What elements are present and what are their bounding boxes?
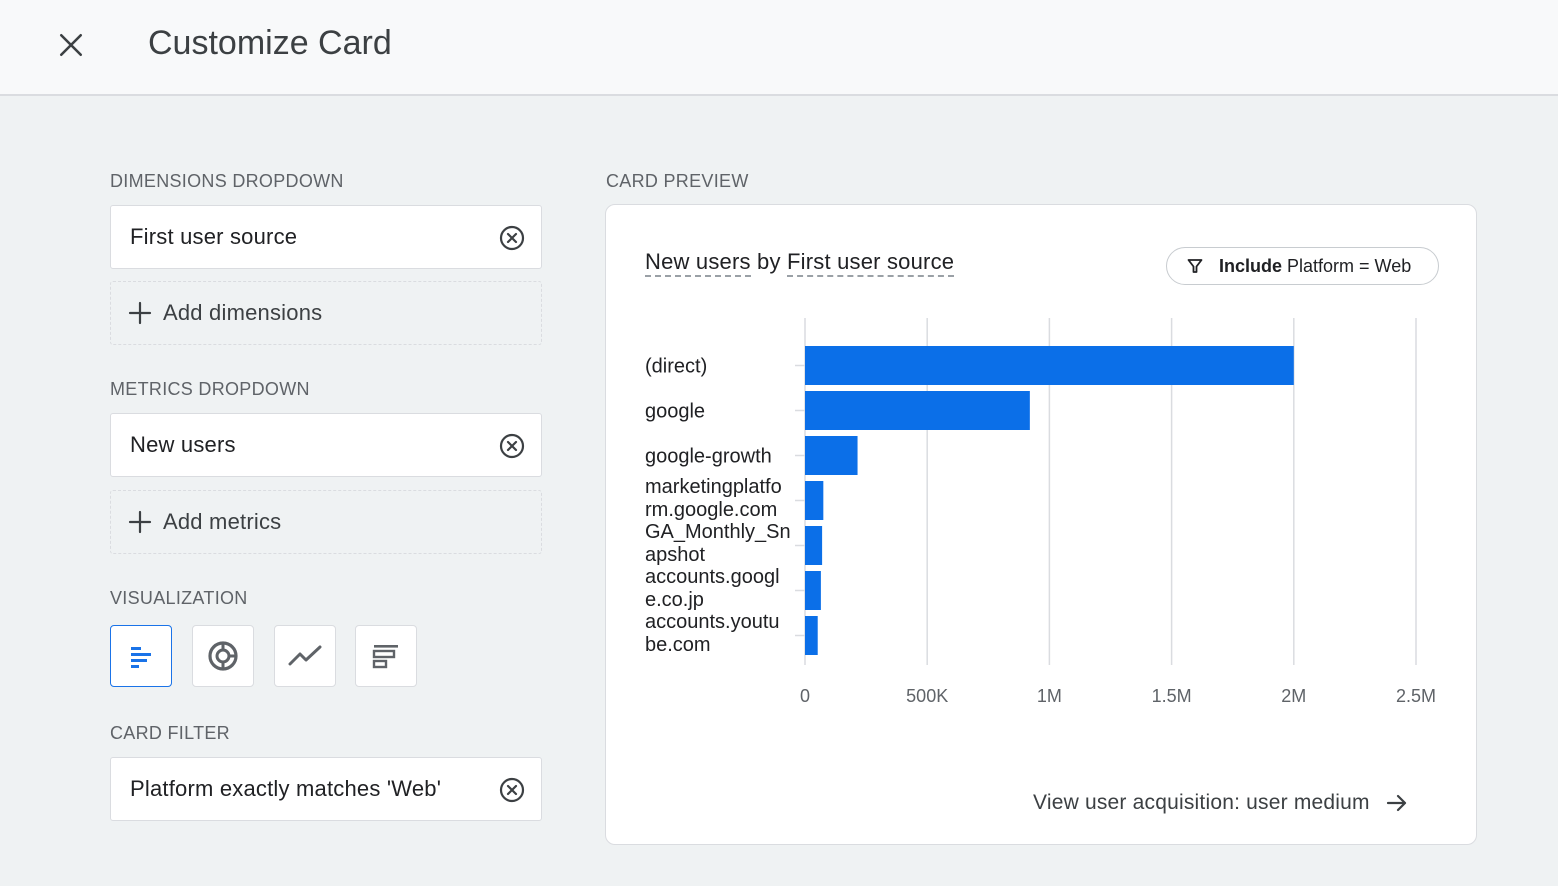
- metric-field[interactable]: New users: [110, 413, 542, 477]
- bar[interactable]: [805, 616, 818, 655]
- clear-metric-icon[interactable]: [499, 433, 525, 459]
- clear-filter-icon[interactable]: [499, 777, 525, 803]
- dimension-value: First user source: [130, 224, 298, 249]
- card-title-metric[interactable]: New users: [645, 249, 751, 277]
- bar[interactable]: [805, 481, 824, 520]
- table-icon: [372, 645, 398, 669]
- x-tick-label: 1.5M: [1152, 686, 1192, 706]
- add-metrics-button[interactable]: Add metrics: [110, 490, 542, 554]
- viz-table-button[interactable]: [355, 625, 417, 687]
- x-tick-label: 0: [800, 686, 810, 706]
- viz-line-chart-button[interactable]: [274, 625, 336, 687]
- card-filter-label: CARD FILTER: [110, 723, 230, 743]
- view-user-acquisition-link[interactable]: View user acquisition: user medium: [1033, 791, 1408, 815]
- card-title: New users by First user source: [645, 249, 955, 277]
- x-tick-label: 2.5M: [1396, 686, 1436, 706]
- add-metrics-label: Add metrics: [163, 509, 282, 534]
- card-title-by: by: [757, 249, 781, 274]
- filter-chip-include: Include: [1219, 255, 1283, 276]
- add-dimensions-button[interactable]: Add dimensions: [110, 281, 542, 345]
- category-label: accounts.youtu be.com: [645, 611, 780, 656]
- category-label: google-growth: [645, 446, 772, 468]
- bar-chart-icon: [131, 647, 151, 668]
- filter-chip-text: Platform = Web: [1287, 255, 1412, 276]
- card-preview-label: CARD PREVIEW: [606, 171, 749, 191]
- viz-bar-chart-button[interactable]: [110, 625, 172, 687]
- filter-chip[interactable]: Include Platform = Web: [1166, 247, 1439, 285]
- viz-donut-chart-button[interactable]: [192, 625, 254, 687]
- donut-chart-icon: [208, 641, 238, 671]
- plus-icon: [128, 301, 152, 325]
- x-tick-label: 2M: [1281, 686, 1306, 706]
- filter-icon: [1187, 259, 1203, 273]
- close-icon: [59, 33, 83, 57]
- visualization-label: VISUALIZATION: [110, 588, 248, 608]
- clear-dimension-icon[interactable]: [499, 225, 525, 251]
- dimension-field[interactable]: First user source: [110, 205, 542, 269]
- bar-chart: 0 500K 1M 1.5M 2M 2.5M (direct) google google-gr…: [645, 318, 1436, 706]
- metrics-label: METRICS DROPDOWN: [110, 379, 310, 399]
- view-link-text: View user acquisition: user medium: [1033, 791, 1370, 814]
- category-label: google: [645, 401, 705, 423]
- line-chart-icon: [288, 645, 322, 666]
- card-preview: New users by First user source Include P…: [605, 204, 1477, 845]
- category-label: GA_Monthly_Sn apshot: [645, 521, 791, 566]
- dimensions-label: DIMENSIONS DROPDOWN: [110, 171, 344, 191]
- x-tick-label: 1M: [1037, 686, 1062, 706]
- plus-icon: [128, 510, 152, 534]
- arrow-right-icon: [1386, 794, 1406, 812]
- category-label: accounts.googl e.co.jp: [645, 566, 780, 611]
- bar[interactable]: [805, 391, 1030, 430]
- category-label: (direct): [645, 356, 707, 378]
- bar[interactable]: [805, 526, 823, 565]
- card-filter-field[interactable]: Platform exactly matches 'Web': [110, 757, 542, 821]
- add-dimensions-label: Add dimensions: [163, 300, 323, 325]
- top-bar: Customize Card: [0, 0, 1558, 96]
- card-title-dimension[interactable]: First user source: [787, 249, 955, 277]
- bar[interactable]: [805, 571, 821, 610]
- x-tick-label: 500K: [906, 686, 948, 706]
- metric-value: New users: [130, 432, 236, 457]
- bar[interactable]: [805, 436, 858, 475]
- page-title: Customize Card: [148, 24, 392, 62]
- bar[interactable]: [805, 346, 1294, 385]
- close-button[interactable]: [46, 20, 96, 70]
- category-label: marketingplatfo rm.google.com: [645, 476, 782, 521]
- card-filter-value: Platform exactly matches 'Web': [130, 776, 442, 801]
